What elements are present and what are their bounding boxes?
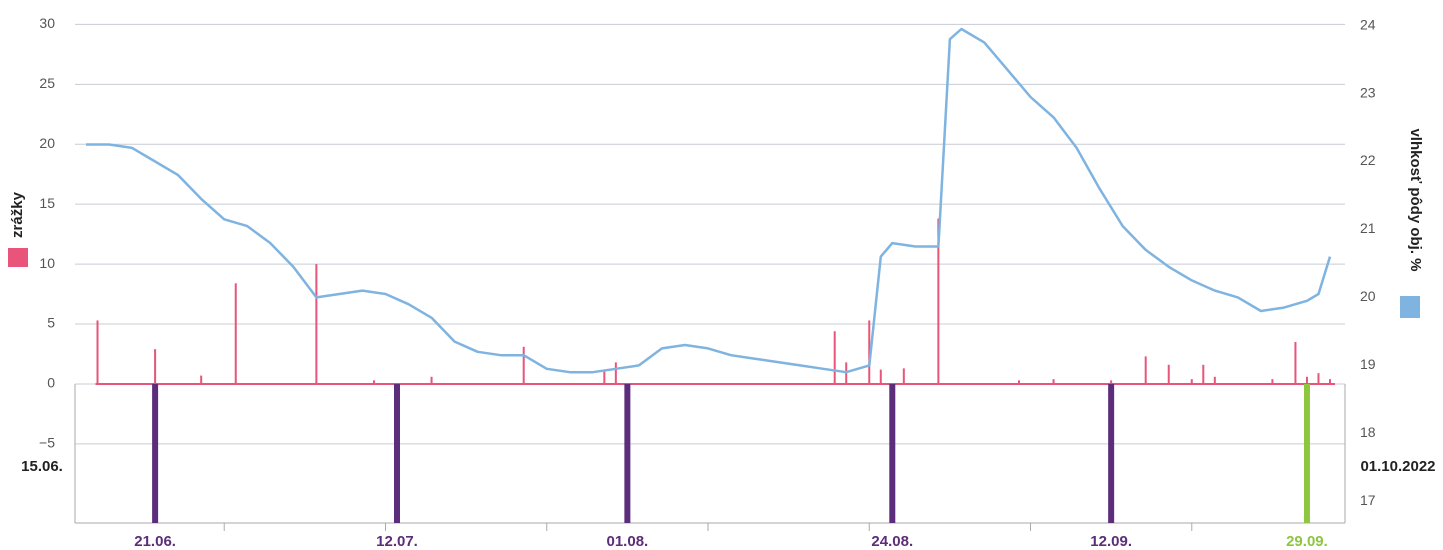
event-bar xyxy=(152,383,159,523)
y-tick-label: 5 xyxy=(47,315,55,331)
y2-tick-label: 17 xyxy=(1360,492,1376,508)
y-tick-label: 20 xyxy=(39,135,55,151)
event-bar xyxy=(1108,383,1115,523)
x-end-label: 01.10.2022 xyxy=(1360,458,1435,475)
legend-swatch xyxy=(1400,296,1420,318)
event-label: 29.09. xyxy=(1286,533,1328,550)
precip-bar xyxy=(1294,342,1297,384)
precip-bar xyxy=(1190,379,1193,384)
y2-axis-label: vlhkosť pôdy obj. % xyxy=(1407,128,1424,271)
precip-bar xyxy=(522,346,525,384)
precip-bar xyxy=(902,368,905,384)
precip-bar xyxy=(372,380,375,384)
y2-tick-label: 22 xyxy=(1360,152,1376,168)
precip-bar xyxy=(868,320,871,384)
event-label: 21.06. xyxy=(134,533,176,550)
precip-bar xyxy=(1202,364,1205,384)
precip-bar xyxy=(1329,379,1331,384)
y2-tick-label: 18 xyxy=(1360,424,1376,440)
event-label: 12.09. xyxy=(1090,533,1132,550)
precip-bar xyxy=(200,375,203,384)
precip-bar xyxy=(1018,380,1020,384)
precip-bar xyxy=(1110,380,1113,384)
precip-bar xyxy=(315,264,318,384)
precip-bar xyxy=(1305,376,1308,384)
x-start-label: 15.06. xyxy=(21,458,63,475)
y-tick-label: 30 xyxy=(39,15,55,31)
event-label: 01.08. xyxy=(607,533,649,550)
precip-bar xyxy=(879,369,882,384)
event-bar xyxy=(1303,383,1310,523)
event-bar xyxy=(889,383,896,523)
precip-bar xyxy=(614,362,617,384)
precip-bar xyxy=(603,369,606,384)
y-tick-label: 10 xyxy=(39,255,55,271)
precip-bar xyxy=(1317,373,1320,384)
event-label: 12.07. xyxy=(376,533,418,550)
y-tick-label: 0 xyxy=(47,375,55,391)
precip-bar xyxy=(937,218,940,384)
legend-swatch xyxy=(8,248,28,267)
precip-bar xyxy=(430,376,433,384)
y-tick-label: 15 xyxy=(39,195,55,211)
precip-bar xyxy=(1052,379,1055,384)
y2-tick-label: 20 xyxy=(1360,288,1376,304)
y2-tick-label: 23 xyxy=(1360,84,1376,100)
y2-tick-label: 24 xyxy=(1360,16,1376,32)
precip-bar xyxy=(1167,364,1170,384)
y-tick-label: −5 xyxy=(39,435,55,451)
moisture-line xyxy=(86,27,1332,374)
event-bar xyxy=(624,383,631,523)
precip-bar xyxy=(1271,379,1274,384)
y2-tick-label: 19 xyxy=(1360,356,1376,372)
precip-bar xyxy=(96,320,99,384)
precip-bar xyxy=(1213,376,1216,384)
y-axis-label: zrážky xyxy=(9,191,26,238)
precip-bar xyxy=(154,349,157,384)
precip-bar xyxy=(1144,356,1147,384)
event-label: 24.08. xyxy=(871,533,913,550)
y2-tick-label: 21 xyxy=(1360,220,1376,236)
precip-bar xyxy=(234,283,237,384)
event-bar xyxy=(394,383,400,523)
y-tick-label: 25 xyxy=(39,75,55,91)
precip-bar xyxy=(833,331,836,384)
